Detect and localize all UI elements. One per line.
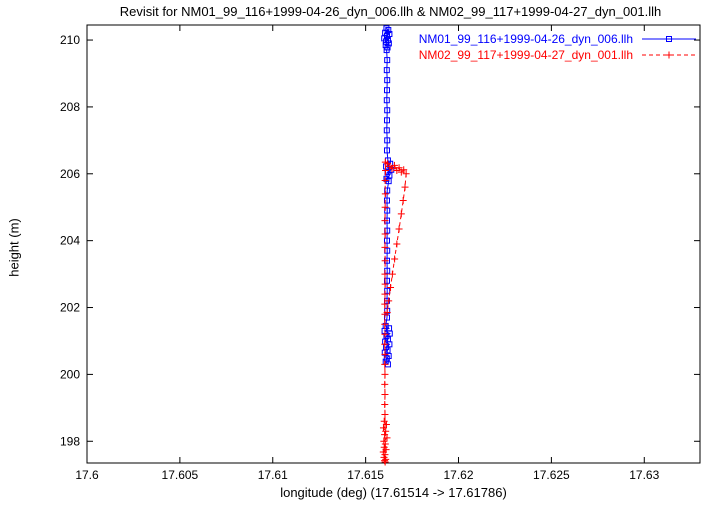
x-tick-label: 17.6 xyxy=(75,468,99,482)
square-marker xyxy=(383,197,390,204)
square-marker xyxy=(384,57,391,64)
plus-marker xyxy=(381,360,389,368)
square-marker xyxy=(383,355,390,362)
plus-marker xyxy=(387,283,395,291)
plus-marker xyxy=(401,183,409,191)
chart-title: Revisit for NM01_99_116+1999-04-26_dyn_0… xyxy=(119,4,662,19)
plus-marker xyxy=(381,280,389,288)
legend: NM01_99_116+1999-04-26_dyn_006.llh NM02_… xyxy=(419,31,697,63)
plus-marker xyxy=(381,457,389,465)
y-tick-label: 204 xyxy=(60,234,80,248)
plus-marker xyxy=(390,161,398,169)
plus-marker xyxy=(395,225,403,233)
square-marker xyxy=(383,97,390,104)
x-tick-label: 17.625 xyxy=(533,468,570,482)
square-marker xyxy=(383,127,390,134)
plus-marker xyxy=(381,203,389,211)
legend-sample-line-square xyxy=(642,36,696,42)
legend-item-nm02: NM02_99_117+1999-04-27_dyn_001.llh xyxy=(419,47,697,63)
square-marker xyxy=(384,77,391,84)
plus-marker xyxy=(381,290,389,298)
plus-marker xyxy=(381,243,389,251)
plus-marker xyxy=(381,411,389,419)
plus-marker xyxy=(381,458,389,466)
x-tick-label: 17.61 xyxy=(258,468,288,482)
y-tick-label: 200 xyxy=(60,367,80,381)
square-marker xyxy=(384,107,391,114)
plus-marker xyxy=(381,190,389,198)
plus-marker xyxy=(382,421,390,429)
x-tick-label: 17.615 xyxy=(347,468,384,482)
square-marker xyxy=(383,277,390,284)
plus-marker xyxy=(381,340,389,348)
plus-marker xyxy=(393,240,401,248)
square-marker xyxy=(383,332,390,339)
plus-marker xyxy=(382,166,390,174)
plus-marker xyxy=(385,297,393,305)
plus-marker xyxy=(383,309,391,317)
y-tick-label: 208 xyxy=(60,100,80,114)
square-marker xyxy=(383,237,390,244)
plus-marker xyxy=(381,400,389,408)
plus-marker xyxy=(381,370,389,378)
square-marker xyxy=(385,178,392,185)
legend-label-nm01: NM01_99_116+1999-04-26_dyn_006.llh xyxy=(418,32,633,46)
plus-marker xyxy=(402,170,410,178)
plus-marker xyxy=(395,164,403,172)
square-marker xyxy=(383,25,390,32)
plus-marker xyxy=(381,390,389,398)
plus-marker xyxy=(381,270,389,278)
x-tick-label: 17.62 xyxy=(443,468,473,482)
plus-marker xyxy=(381,230,389,238)
square-marker xyxy=(385,40,392,47)
plus-marker xyxy=(399,197,407,205)
plus-marker xyxy=(381,440,389,448)
square-marker xyxy=(383,117,390,124)
plus-marker xyxy=(388,270,396,278)
y-tick-label: 198 xyxy=(60,434,80,448)
square-marker xyxy=(382,29,389,36)
plus-marker xyxy=(400,166,408,174)
x-axis-label: longitude (deg) (17.61514 -> 17.61786) xyxy=(280,485,507,500)
plus-marker xyxy=(381,380,389,388)
plus-marker xyxy=(381,350,389,358)
square-marker xyxy=(383,67,390,74)
plus-marker xyxy=(391,255,399,263)
square-marker xyxy=(383,147,390,154)
plus-marker xyxy=(382,427,390,435)
y-tick-label: 202 xyxy=(60,301,80,315)
plus-marker xyxy=(397,210,405,218)
x-tick-label: 17.63 xyxy=(629,468,659,482)
square-marker xyxy=(381,35,388,42)
legend-item-nm01: NM01_99_116+1999-04-26_dyn_006.llh xyxy=(419,31,697,47)
plus-marker xyxy=(381,300,389,308)
square-marker xyxy=(383,87,390,94)
plus-marker xyxy=(383,434,391,442)
y-tick-label: 210 xyxy=(60,33,80,47)
plus-marker xyxy=(381,330,389,338)
legend-label-nm02: NM02_99_117+1999-04-27_dyn_001.llh xyxy=(418,48,633,62)
square-marker xyxy=(384,187,391,194)
plus-marker xyxy=(381,217,389,225)
square-marker xyxy=(384,137,391,144)
y-tick-label: 206 xyxy=(60,167,80,181)
y-axis-label: height (m) xyxy=(6,218,22,277)
legend-sample-line-plus xyxy=(642,51,696,59)
square-marker xyxy=(383,47,390,54)
plot-border xyxy=(86,24,701,464)
x-tick-label: 17.605 xyxy=(162,468,199,482)
plus-marker xyxy=(381,176,389,184)
plus-marker xyxy=(381,257,389,265)
plus-marker xyxy=(381,320,389,328)
